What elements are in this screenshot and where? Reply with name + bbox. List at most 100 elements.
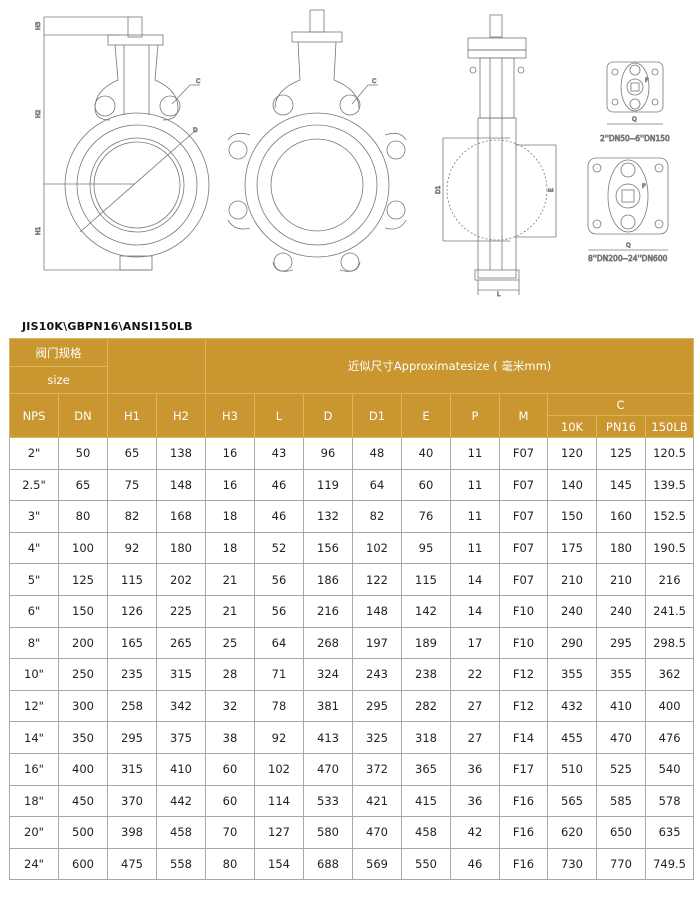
table-cell: 16" [9,752,59,786]
table-cell: 145 [596,468,646,502]
table-row: 10" 250 235 315 28 71 324 243 238 22 F12 355 355 362 [9,658,695,691]
c-column-header-pn16: PN16 [596,415,646,438]
lug-label-c: C [372,78,376,85]
table-cell: 102 [352,531,402,565]
label-l: L [497,291,501,298]
table-cell: 4" [9,531,59,565]
table-cell: 125 [58,563,108,596]
table-cell: 565 [547,784,597,818]
table-cell: 52 [254,531,304,565]
table-cell: 189 [401,626,451,660]
table-cell: 46 [254,468,304,502]
table-cell: 370 [107,784,157,818]
table-cell: 152.5 [644,500,695,533]
table-cell: 635 [644,816,695,849]
table-cell: 258 [107,689,157,723]
table-cell: F07 [499,468,548,502]
table-row: 5" 125 115 202 21 56 186 122 115 14 F07 210 210 216 [9,563,695,596]
table-cell: 70 [205,816,255,849]
column-header-dn: DN [58,393,108,438]
table-cell: 458 [156,816,206,849]
table-cell: F16 [499,847,548,881]
table-cell: 350 [58,721,108,754]
table-cell: 42 [450,816,500,849]
table-cell: 342 [156,689,206,723]
table-cell: 46 [254,500,304,533]
table-cell: 470 [596,721,646,754]
c-column-header-10k: 10K [547,415,597,438]
table-cell: F17 [499,752,548,786]
table-cell: 282 [401,689,451,723]
table-cell: 243 [352,658,402,691]
table-cell: 197 [352,626,402,660]
table-cell: 60 [205,784,255,818]
table-cell: 12" [9,689,59,723]
table-cell: 569 [352,847,402,881]
table-cell: 27 [450,721,500,754]
table-cell: 355 [596,658,646,691]
table-cell: 22 [450,658,500,691]
table-cell: 240 [596,594,646,628]
table-cell: 16 [205,437,255,470]
table-cell: 600 [58,847,108,881]
valve-spec-header: 阀门规格 [9,338,108,367]
c-column-header-150lb: 150LB [644,415,695,438]
table-cell: 365 [401,752,451,786]
table-cell: 578 [644,784,695,818]
label-d: D [193,127,198,134]
table-cell: 324 [303,658,353,691]
table-cell: 115 [401,563,451,596]
small-label-p: P [645,77,649,84]
table-cell: F07 [499,500,548,533]
table-cell: 381 [303,689,353,723]
table-cell: 6" [9,594,59,628]
table-cell: 24" [9,847,59,881]
table-cell: 18 [205,500,255,533]
table-cell: F12 [499,658,548,691]
label-h3: H3 [35,21,42,30]
table-cell: 315 [107,752,157,786]
table-cell: 210 [596,563,646,596]
table-cell: 190.5 [644,531,695,565]
dimension-table: 阀门规格 近似尺寸Approximatesize ( 毫米mm) size NP… [9,338,695,881]
column-header-d: D [303,393,353,438]
table-cell: 540 [644,752,695,786]
table-cell: 71 [254,658,304,691]
table-row: 4" 100 92 180 18 52 156 102 95 11 F07 175 180 190.5 [9,531,695,565]
table-cell: 160 [596,500,646,533]
empty-header [107,338,206,394]
table-cell: 32 [205,689,255,723]
table-header: 阀门规格 近似尺寸Approximatesize ( 毫米mm) size NP… [9,338,695,438]
table-cell: 525 [596,752,646,786]
table-cell: 148 [156,468,206,502]
table-cell: 770 [596,847,646,881]
column-header-m: M [499,393,548,438]
table-cell: 8" [9,626,59,660]
table-cell: 241.5 [644,594,695,628]
label-d1: D1 [435,185,442,194]
table-cell: 122 [352,563,402,596]
table-cell: 295 [107,721,157,754]
table-cell: 21 [205,594,255,628]
table-cell: 132 [303,500,353,533]
table-cell: 154 [254,847,304,881]
table-cell: 558 [156,847,206,881]
column-header-h2: H2 [156,393,206,438]
table-cell: 175 [547,531,597,565]
table-cell: 533 [303,784,353,818]
table-cell: 688 [303,847,353,881]
table-cell: 120.5 [644,437,695,470]
table-cell: F10 [499,594,548,628]
table-cell: 10" [9,658,59,691]
table-cell: 65 [58,468,108,502]
table-cell: 36 [450,784,500,818]
column-header-d1: D1 [352,393,402,438]
table-cell: 17 [450,626,500,660]
table-cell: 413 [303,721,353,754]
table-cell: 16 [205,468,255,502]
lug-view-drawing: C [227,9,407,272]
table-row: 2" 50 65 138 16 43 96 48 40 11 F07 120 125 120.5 [9,437,695,470]
table-cell: 186 [303,563,353,596]
table-cell: 372 [352,752,402,786]
table-cell: 450 [58,784,108,818]
